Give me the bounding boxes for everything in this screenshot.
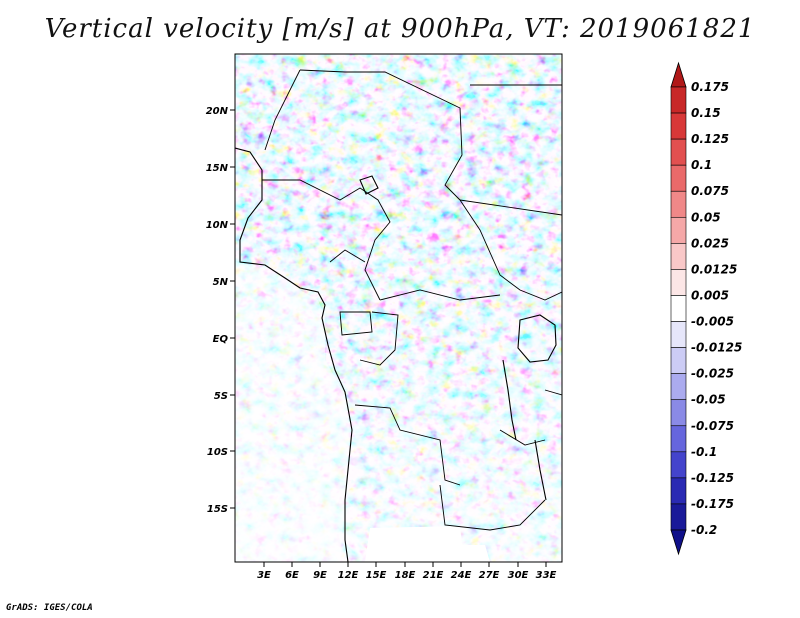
lon-label: 27E xyxy=(479,570,500,581)
country-borders xyxy=(262,69,562,531)
lon-label: 9E xyxy=(313,570,327,581)
lon-label: 12E xyxy=(338,570,359,581)
colorbar-label: -0.0125 xyxy=(691,341,742,355)
lat-tick: 5S xyxy=(214,391,235,402)
lon-label: 24E xyxy=(451,570,472,581)
lake-chad xyxy=(359,175,379,195)
lon-tick: 18E xyxy=(395,562,416,581)
lat-tick: EQ xyxy=(213,334,235,345)
grads-credit: GrADS: IGES/COLA xyxy=(6,603,93,613)
colorbar-bottom-arrow xyxy=(670,529,687,556)
lake-malawi xyxy=(534,439,547,501)
lon-tick: 21E xyxy=(423,562,444,581)
colorbar-swatch xyxy=(670,451,687,479)
west-africa-coast xyxy=(235,147,353,562)
lon-label: 33E xyxy=(536,570,557,581)
lon-axis: 3E 6E 9E 12E 15E 18E 21E 24E 27E 30E 33E xyxy=(257,562,557,581)
lon-tick: 24E xyxy=(451,562,472,581)
masked-region xyxy=(365,526,490,562)
lat-label: 20N xyxy=(206,106,229,117)
map-area xyxy=(235,54,562,562)
lat-label: 10S xyxy=(207,447,228,458)
lon-tick: 3E xyxy=(257,562,271,581)
colorbar-swatch xyxy=(670,347,687,374)
colorbar-swatch xyxy=(670,138,687,166)
lat-label: 10N xyxy=(206,220,229,231)
chart-title: Vertical velocity [m/s] at 900hPa, VT: 2… xyxy=(44,14,756,44)
lat-label: 5N xyxy=(213,277,229,288)
lon-tick: 30E xyxy=(508,562,529,581)
colorbar-label: 0.1 xyxy=(691,158,712,172)
colorbar-label: -0.025 xyxy=(691,367,734,381)
colorbar-label: 0.125 xyxy=(691,132,729,146)
colorbar-label: 0.0125 xyxy=(691,262,737,276)
coastlines xyxy=(235,147,557,562)
lat-label: 15N xyxy=(206,163,229,174)
lat-tick: 15N xyxy=(206,163,235,174)
lon-tick: 9E xyxy=(313,562,327,581)
lat-tick: 10S xyxy=(207,447,235,458)
colorbar-swatch xyxy=(670,86,687,114)
lake-tanganyika xyxy=(502,359,517,441)
colorbar: 0.175 0.15 0.125 0.1 0.075 0.05 0.025 0.0125 0.0… xyxy=(670,61,742,556)
lat-tick: 20N xyxy=(206,106,235,117)
lat-axis: 20N 15N 10N 5N EQ 5S 10S 15S xyxy=(206,106,235,515)
lat-tick: 5N xyxy=(213,277,235,288)
colorbar-swatch xyxy=(670,399,687,427)
lat-tick: 10N xyxy=(206,220,235,231)
colorbar-label: 0.05 xyxy=(691,210,721,224)
colorbar-swatch xyxy=(670,503,687,531)
colorbar-label: -0.2 xyxy=(691,523,717,537)
colorbar-swatch xyxy=(670,269,687,296)
colorbar-label: 0.025 xyxy=(691,236,729,250)
colorbar-label: -0.175 xyxy=(691,497,734,511)
lat-label: 5S xyxy=(214,391,228,402)
colorbar-label: 0.075 xyxy=(691,184,729,198)
ocean-area xyxy=(235,262,350,562)
colorbar-label: -0.005 xyxy=(691,315,734,329)
colorbar-label: -0.075 xyxy=(691,419,734,433)
lon-label: 6E xyxy=(285,570,299,581)
lat-tick: 15S xyxy=(207,504,235,515)
lon-label: 21E xyxy=(423,570,444,581)
lon-label: 15E xyxy=(366,570,387,581)
colorbar-label: 0.15 xyxy=(691,106,721,120)
lon-tick: 33E xyxy=(536,562,557,581)
colorbar-label: -0.1 xyxy=(691,445,717,459)
colorbar-swatch xyxy=(670,112,687,140)
colorbar-label: 0.175 xyxy=(691,80,729,94)
colorbar-swatch xyxy=(670,243,687,270)
lon-tick: 6E xyxy=(285,562,299,581)
map-frame xyxy=(234,53,563,563)
colorbar-swatch xyxy=(670,190,687,218)
lon-tick: 12E xyxy=(338,562,359,581)
colorbar-label: -0.125 xyxy=(691,471,734,485)
colorbar-swatch xyxy=(670,216,687,244)
lat-label: EQ xyxy=(213,334,229,345)
colorbar-swatch xyxy=(670,425,687,453)
colorbar-label: 0.005 xyxy=(691,288,729,302)
colorbar-swatch xyxy=(670,295,687,322)
colorbar-swatch xyxy=(670,477,687,505)
lon-label: 3E xyxy=(257,570,271,581)
colorbar-label: -0.05 xyxy=(691,393,726,407)
colorbar-swatch xyxy=(670,321,687,348)
colorbar-swatch xyxy=(670,373,687,401)
colorbar-swatch xyxy=(670,164,687,192)
lon-label: 30E xyxy=(508,570,529,581)
lon-tick: 15E xyxy=(366,562,387,581)
lon-label: 18E xyxy=(395,570,416,581)
lat-label: 15S xyxy=(207,504,228,515)
lake-victoria xyxy=(517,314,557,363)
colorbar-top-arrow xyxy=(670,61,687,88)
lon-tick: 27E xyxy=(479,562,500,581)
